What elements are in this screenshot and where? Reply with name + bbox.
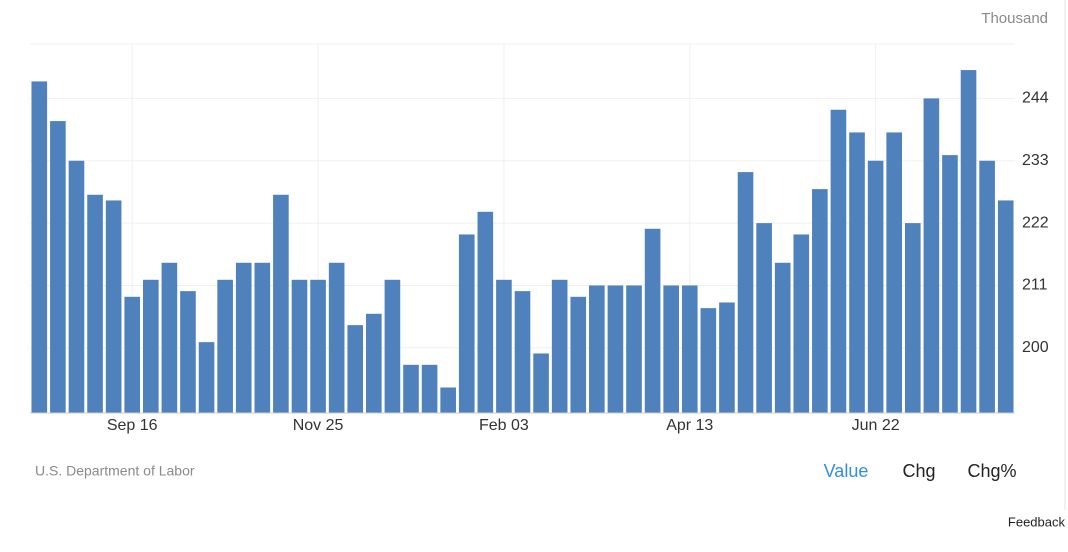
bar [180, 291, 196, 413]
bar [793, 234, 810, 413]
tab-chg-pct[interactable]: Chg% [967, 461, 1016, 481]
source: U.S. Department of Labor [35, 463, 195, 479]
bar [551, 279, 568, 413]
bar [124, 296, 141, 413]
bar [644, 228, 661, 413]
bar [440, 387, 456, 413]
bar [607, 285, 624, 413]
bar [254, 262, 271, 413]
y-tick-label: 233 [1022, 152, 1049, 169]
bar [663, 285, 679, 413]
bar [477, 211, 494, 413]
bar [273, 194, 289, 413]
bar [812, 189, 828, 413]
bar [681, 285, 698, 413]
bar [458, 234, 475, 413]
bar [960, 70, 977, 413]
bar [68, 160, 85, 413]
bar [904, 223, 921, 413]
bar [161, 262, 178, 413]
bar [514, 291, 531, 413]
y-tick-label: 222 [1022, 214, 1049, 231]
bar [737, 172, 754, 413]
bar [421, 364, 438, 413]
bar [979, 160, 995, 413]
bar [942, 155, 958, 413]
bar [310, 279, 326, 413]
y-tick-label: 211 [1022, 277, 1048, 294]
y-tick-label: 200 [1022, 339, 1049, 356]
bar [886, 132, 903, 414]
x-tick-label: Nov 25 [293, 417, 344, 434]
bar [997, 200, 1014, 413]
bar [105, 200, 122, 413]
bar [589, 285, 605, 413]
unit-label: Thousand [981, 10, 1048, 27]
bar [923, 98, 940, 414]
bar [774, 262, 791, 413]
bar [626, 285, 642, 413]
bar [328, 262, 345, 413]
bar [496, 279, 512, 413]
bar [198, 342, 215, 413]
x-tick-label: Sep 16 [107, 417, 158, 434]
bar [700, 308, 717, 413]
bar [830, 109, 847, 413]
tab-value[interactable]: Value [824, 461, 869, 481]
bar [50, 121, 66, 413]
x-tick-label: Jun 22 [852, 417, 900, 434]
feedback-link[interactable]: Feedback [1008, 514, 1066, 529]
bar [235, 262, 252, 413]
bar [217, 279, 233, 413]
bar [570, 296, 587, 413]
bar [384, 279, 401, 413]
bar [142, 279, 159, 413]
bar [719, 302, 735, 413]
bar [291, 279, 308, 413]
bar [403, 364, 419, 413]
bar [867, 160, 884, 413]
bar [533, 353, 549, 413]
bar [347, 325, 364, 413]
bar [31, 81, 48, 413]
bar [849, 132, 865, 414]
x-tick-label: Feb 03 [479, 417, 529, 434]
bar [366, 313, 382, 413]
bar [756, 223, 772, 413]
y-tick-label: 244 [1022, 90, 1049, 107]
bar [87, 194, 103, 413]
tab-chg[interactable]: Chg [902, 461, 935, 481]
x-tick-label: Apr 13 [666, 417, 713, 434]
